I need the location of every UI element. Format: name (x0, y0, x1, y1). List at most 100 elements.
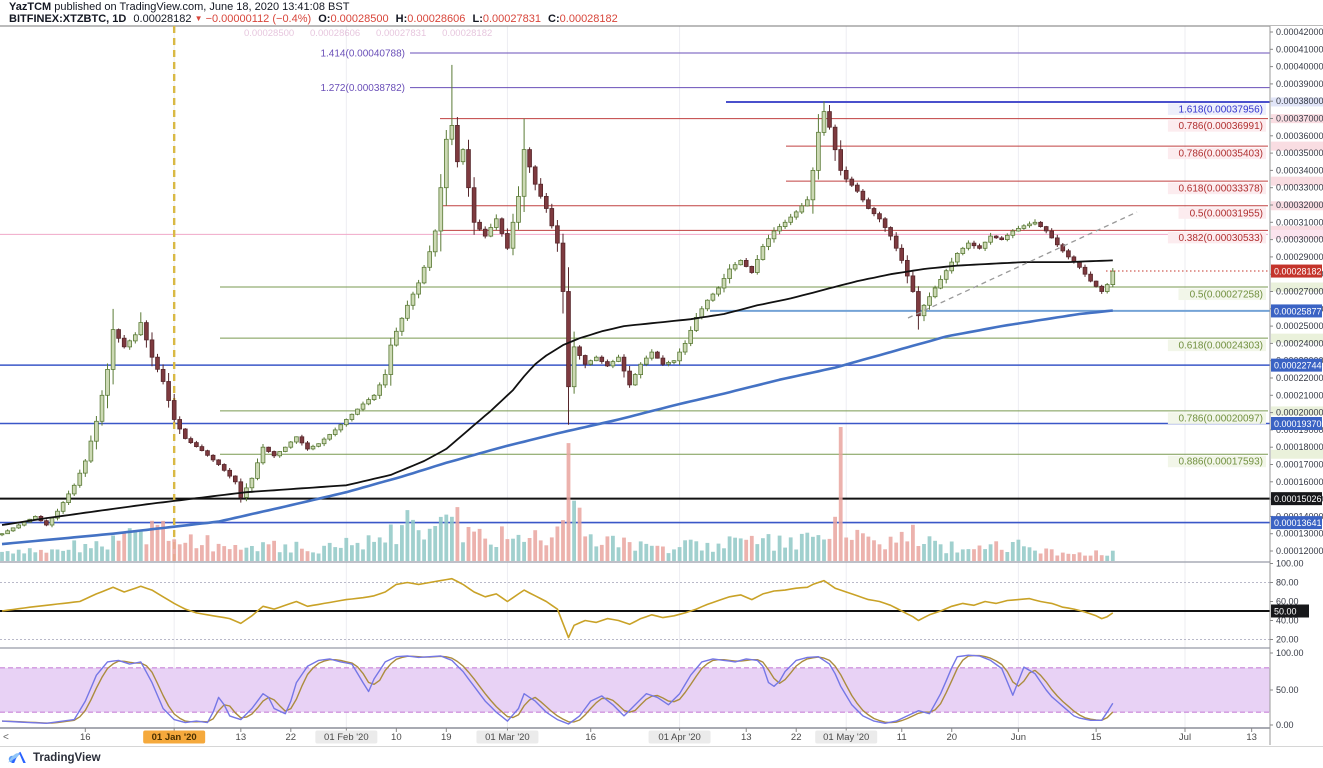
svg-text:0.00013000: 0.00013000 (1276, 529, 1323, 539)
price-axis-badge (1271, 492, 1322, 506)
svg-text:0.00016000: 0.00016000 (1276, 477, 1323, 487)
fib-label: 1.414(0.00040788) (320, 48, 405, 59)
svg-text:0.00021000: 0.00021000 (1276, 390, 1323, 400)
tradingview-logo-icon[interactable] (7, 751, 27, 765)
ma-slow-line[interactable] (1, 309, 1113, 546)
svg-text:22: 22 (286, 732, 297, 743)
svg-text:16: 16 (80, 732, 91, 743)
svg-text:0.00031000: 0.00031000 (1276, 217, 1323, 227)
svg-text:Jul: Jul (1179, 732, 1191, 743)
price-axis-badge (1271, 264, 1322, 278)
fib-label-bg (1167, 339, 1266, 352)
publish-info: published on TradingView.com, June 18, 2… (51, 1, 350, 13)
svg-text:50.00: 50.00 (1276, 685, 1299, 695)
symbol-line: BITFINEX:XTZBTC, 1D 0.00028182 ▼ −0.0000… (9, 13, 618, 25)
close-value: 0.00028182 (559, 13, 618, 25)
svg-text:15: 15 (1091, 732, 1102, 743)
svg-text:13: 13 (741, 732, 752, 743)
tradingview-logo-text[interactable]: TradingView (33, 752, 101, 764)
rsi-line[interactable] (1, 577, 1114, 639)
svg-text:0.00038000: 0.00038000 (1276, 96, 1323, 106)
svg-text:22: 22 (791, 732, 802, 743)
svg-text:11: 11 (897, 732, 907, 743)
month-gridlines (173, 26, 1186, 728)
fib-label-bg (1167, 412, 1266, 424)
svg-text:0.00028182: 0.00028182 (1274, 267, 1322, 277)
fib-label: 0.5(0.00031955) (1190, 208, 1263, 219)
svg-text:0.00037000: 0.00037000 (1276, 114, 1323, 124)
fib-label: 0.786(0.00035403) (1178, 149, 1263, 160)
fib-label-bg (1167, 103, 1266, 115)
svg-text:0.00036000: 0.00036000 (1276, 131, 1323, 141)
close-label: C: (548, 13, 560, 25)
svg-text:0.00030000: 0.00030000 (1276, 235, 1323, 245)
svg-text:16: 16 (585, 732, 596, 743)
open-value: 0.00028500 (330, 13, 389, 25)
time-axis[interactable]: <16 01 Jan '20 13 22 01 Feb '20 10 19 01 Mar '2… (3, 728, 1257, 744)
svg-text:01 Mar '20: 01 Mar '20 (485, 732, 530, 743)
svg-text:0.00022744: 0.00022744 (1274, 361, 1322, 371)
svg-text:01 Feb '20: 01 Feb '20 (324, 732, 369, 743)
back-arrow[interactable]: < (3, 732, 9, 743)
svg-text:100.00: 100.00 (1276, 648, 1304, 658)
svg-text:13: 13 (236, 732, 247, 743)
fib-label: 1.272(0.00038782) (320, 83, 405, 94)
symbol-title[interactable]: BITFINEX:XTZBTC, 1D (9, 13, 127, 25)
fib-label: 0.5(0.00027258) (1190, 290, 1263, 301)
svg-text:0.00022000: 0.00022000 (1276, 373, 1323, 383)
fib-label-bg (1167, 231, 1266, 244)
stoch-d-line[interactable] (1, 654, 1114, 724)
rsi-pane[interactable] (0, 577, 1270, 640)
stoch-k-line[interactable] (1, 654, 1114, 725)
svg-text:0.00029000: 0.00029000 (1276, 252, 1323, 262)
fib-label: 0.618(0.00024303) (1178, 341, 1263, 352)
fib-label-bg (1167, 147, 1266, 160)
fib-label: 0.886(0.00017593) (1178, 457, 1263, 468)
fib-label-bg (1167, 455, 1266, 468)
fib-label: 0.618(0.00033378) (1178, 184, 1263, 195)
open-label: O: (318, 13, 331, 25)
price-axis-badge (1271, 304, 1322, 318)
svg-text:Jun: Jun (1011, 732, 1026, 743)
stoch-pane[interactable] (0, 654, 1270, 725)
fib-labels: 1.414(0.00040788) 1.272(0.00038782) 1.618(… (320, 48, 1266, 468)
svg-text:01 May '20: 01 May '20 (823, 732, 869, 743)
svg-text:0.00019370: 0.00019370 (1274, 419, 1322, 429)
trendline[interactable] (907, 211, 1138, 319)
down-triangle-icon: ▼ (194, 14, 203, 23)
svg-text:0.00013641: 0.00013641 (1274, 518, 1322, 528)
price-axis[interactable]: 0.00042000 0.00041000 0.00040000 0.00039000… (1269, 26, 1323, 745)
fib-label: 0.786(0.00020097) (1178, 413, 1263, 424)
svg-text:01 Jan '20: 01 Jan '20 (152, 732, 197, 743)
high-value: 0.00028606 (407, 13, 466, 25)
svg-text:0.00032000: 0.00032000 (1276, 200, 1323, 210)
fib-label-bg (1178, 288, 1266, 301)
svg-text:0.00040000: 0.00040000 (1276, 62, 1323, 72)
high-label: H: (395, 13, 408, 25)
svg-text:01 Apr '20: 01 Apr '20 (658, 732, 701, 743)
svg-text:0.00041000: 0.00041000 (1276, 44, 1323, 54)
svg-text:0.00020000: 0.00020000 (1276, 408, 1323, 418)
fib-label-bg (1167, 120, 1266, 132)
svg-text:0.00033000: 0.00033000 (1276, 183, 1323, 193)
svg-text:0.00042000: 0.00042000 (1276, 27, 1323, 37)
svg-text:60.00: 60.00 (1276, 597, 1299, 607)
fib-label-bg (1167, 182, 1266, 195)
publisher-name: YazTCM (9, 1, 52, 13)
candles (0, 64, 1116, 537)
chart-header: YazTCM published on TradingView.com, Jun… (9, 1, 624, 25)
svg-text:0.00015026: 0.00015026 (1274, 494, 1322, 504)
svg-text:20: 20 (946, 732, 957, 743)
svg-text:0.00017000: 0.00017000 (1276, 460, 1323, 470)
svg-text:80.00: 80.00 (1276, 578, 1299, 588)
volume-bars (0, 427, 1115, 561)
price-axis-badge (1271, 516, 1322, 530)
ma-fast-line[interactable] (1, 259, 1113, 526)
price-axis-badge (1271, 416, 1322, 430)
fib-label: 0.382(0.00030533) (1178, 233, 1263, 244)
svg-text:0.00039000: 0.00039000 (1276, 79, 1323, 89)
svg-text:0.00035000: 0.00035000 (1276, 148, 1323, 158)
